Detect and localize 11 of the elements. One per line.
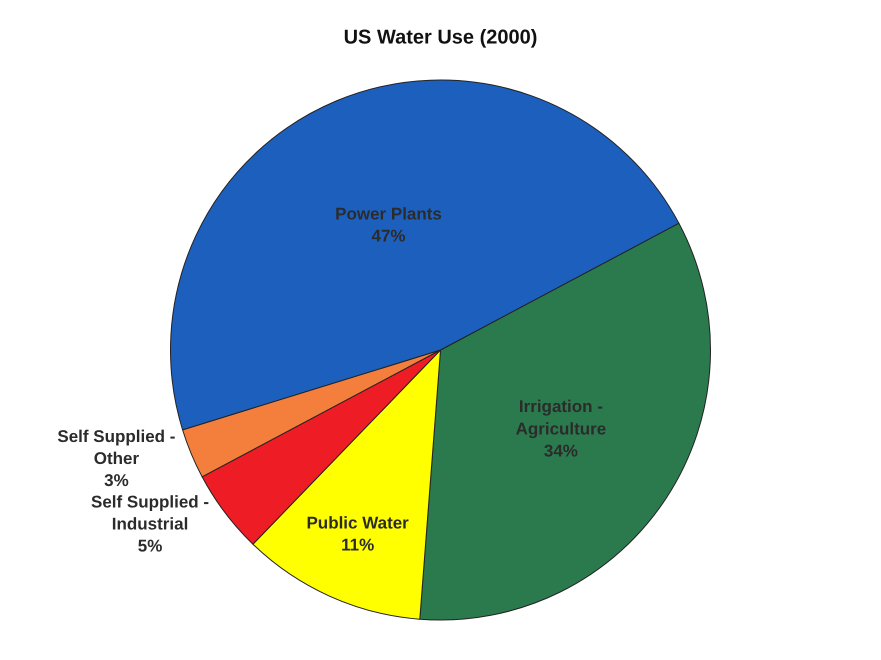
slice-label: Public Water [306, 513, 410, 532]
data-label: 34% [544, 441, 578, 460]
slice-label: Power Plants [335, 204, 442, 224]
data-label: 47% [371, 226, 406, 246]
chart-title: US Water Use (2000) [344, 26, 538, 49]
data-label: 5% [138, 536, 162, 556]
data-label: 3% [104, 471, 129, 490]
slice-label: Self Supplied - Industrial [91, 492, 210, 534]
data-label: 11% [341, 536, 374, 555]
slice-label: Irrigation - Agriculture [516, 397, 606, 438]
slice-label: Self Supplied - Other [57, 426, 176, 468]
